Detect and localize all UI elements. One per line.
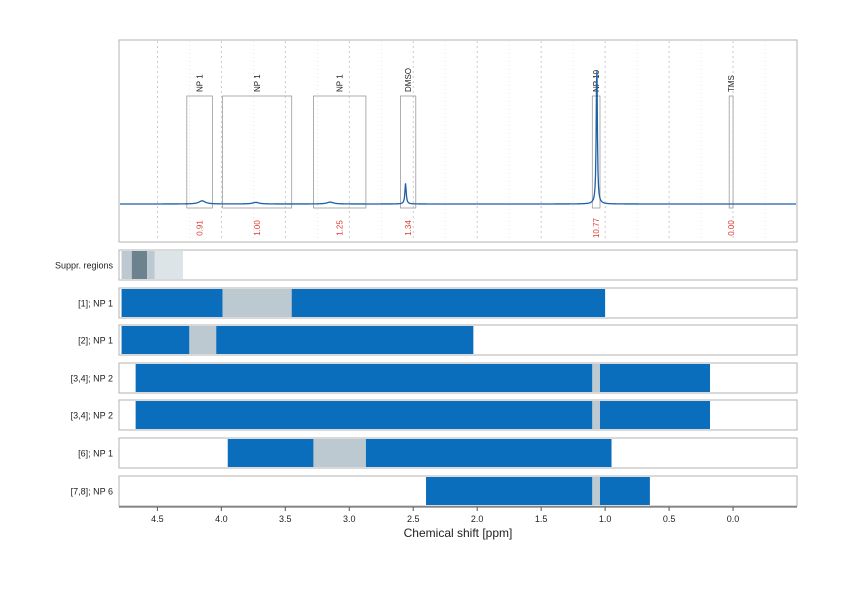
row-segment	[592, 477, 600, 505]
annotation-value: 1.25	[336, 220, 345, 236]
annotation-value: 0.00	[727, 220, 736, 236]
annotation-label: NP 1	[336, 74, 345, 92]
annotation-value: 0.91	[196, 220, 205, 236]
row-label: [3,4]; NP 2	[71, 374, 113, 384]
row-segment	[135, 364, 593, 392]
row-label: [6]; NP 1	[78, 449, 113, 459]
row-segment	[313, 439, 366, 467]
annotation-label: NP 1	[253, 74, 262, 92]
x-tick-label: 3.5	[279, 514, 292, 524]
row-segment	[599, 477, 650, 505]
x-tick-label: 4.5	[151, 514, 164, 524]
integration-box	[186, 95, 213, 209]
row-segment	[222, 289, 292, 317]
x-tick-label: 1.0	[599, 514, 612, 524]
row-segment	[121, 251, 132, 279]
annotation-value: 1.34	[404, 220, 413, 236]
annotation-label: NP 1	[196, 74, 205, 92]
x-axis: 4.5 4.0 3.5 3.0 2.5 2.0 1.5 1.0 0.5 0.0	[119, 506, 797, 524]
row-segment	[121, 326, 190, 354]
row-label: [2]; NP 1	[78, 336, 113, 346]
row-segment	[365, 439, 612, 467]
x-tick-label: 1.5	[535, 514, 548, 524]
spectrum-panel	[118, 39, 798, 243]
x-tick-label: 2.0	[471, 514, 484, 524]
integration-box	[222, 95, 293, 209]
region-rows: Suppr. regions [1]; NP 1 [2]; NP 1 [3,4]; N…	[55, 249, 798, 507]
row-segment	[592, 364, 600, 392]
x-tick-label: 0.5	[663, 514, 676, 524]
annotation-value: 10.77	[592, 217, 601, 238]
x-tick-label: 4.0	[215, 514, 228, 524]
row-segment	[599, 364, 711, 392]
row-label: [7,8]; NP 6	[71, 487, 113, 497]
x-tick-label: 0.0	[727, 514, 740, 524]
spectrum-line	[120, 70, 796, 205]
row-segment	[121, 289, 223, 317]
annotation-label: DMSO	[404, 68, 413, 92]
integration-box	[400, 95, 417, 209]
row-segment	[189, 326, 217, 354]
integration-box	[313, 95, 367, 209]
row-segment	[131, 251, 148, 279]
row-segment	[291, 289, 606, 317]
row-label: Suppr. regions	[55, 261, 114, 271]
row-segment	[154, 251, 183, 279]
x-tick-label: 2.5	[407, 514, 420, 524]
row-segment	[135, 401, 593, 429]
row-label: [1]; NP 1	[78, 299, 113, 309]
row-segment	[147, 251, 155, 279]
row-segment	[216, 326, 474, 354]
row-segment	[227, 439, 314, 467]
row-label: [3,4]; NP 2	[71, 411, 113, 421]
x-axis-label: Chemical shift [ppm]	[404, 526, 513, 540]
row-segment	[426, 477, 593, 505]
row-segment	[599, 401, 711, 429]
annotation-value: 1.00	[253, 220, 262, 236]
x-tick-label: 3.0	[343, 514, 356, 524]
annotation-label: TMS	[727, 75, 736, 92]
row-frame	[118, 249, 798, 281]
row-segment	[592, 401, 600, 429]
integration-box	[728, 95, 734, 209]
